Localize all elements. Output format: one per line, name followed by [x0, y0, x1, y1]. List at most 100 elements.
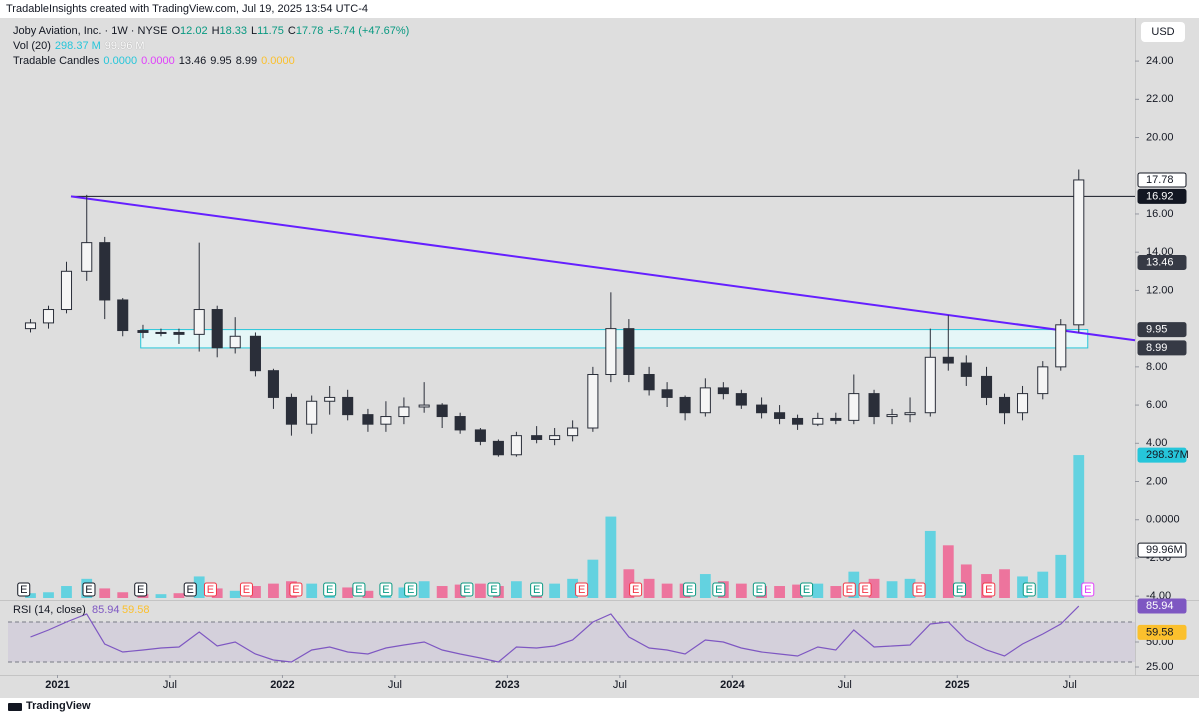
earnings-label: E	[846, 584, 853, 596]
candle-body	[42, 309, 55, 324]
x-tick-label: Jul	[838, 679, 852, 691]
earnings-marker: E	[530, 582, 544, 597]
earnings-label: E	[715, 584, 722, 596]
earnings-label: E	[490, 584, 497, 596]
earnings-box	[352, 582, 366, 597]
candle-body	[848, 393, 860, 421]
x-tick-label: Jul	[1063, 679, 1077, 691]
earnings-box	[379, 582, 393, 597]
volume-bar	[155, 594, 167, 598]
candle-body	[1037, 366, 1049, 395]
volume-bar	[605, 516, 617, 598]
legend-indicator: Tradable Candles 0.0000 0.0000 13.46 9.95 8.9…	[13, 54, 413, 69]
candle-body	[774, 412, 786, 419]
x-tick-label: 2025	[945, 679, 969, 691]
earnings-label: E	[1084, 584, 1091, 596]
candle-body	[510, 435, 522, 456]
y-tick-label: 12.00	[1146, 284, 1174, 296]
volume-bar	[792, 584, 803, 598]
earnings-box	[800, 582, 814, 597]
rsi-band	[8, 622, 1135, 662]
earnings-label: E	[382, 584, 389, 596]
rsi-label-text: 85.94	[1146, 600, 1174, 612]
legend: Joby Aviation, Inc. · 1W · NYSE O12.02 H18…	[13, 24, 413, 69]
rsi-label-bg	[1137, 624, 1187, 640]
earnings-label: E	[915, 584, 922, 596]
earnings-marker: E	[982, 582, 996, 597]
volume-label-bg	[1137, 447, 1187, 463]
rsi-label: 85.94	[1137, 598, 1187, 614]
ohlc-key: C	[287, 25, 296, 37]
volume-bar	[999, 569, 1010, 598]
volume-bar	[306, 583, 318, 598]
earnings-label: E	[632, 584, 639, 596]
earnings-box	[683, 582, 697, 597]
y-tick-label: 22.00	[1146, 93, 1174, 105]
earnings-box	[17, 582, 31, 597]
candle-body	[531, 435, 543, 440]
earnings-marker: E	[953, 582, 967, 597]
volume-bar	[454, 584, 466, 598]
indicator-value: 9.95	[210, 55, 232, 67]
y-tick-label: 16.00	[1146, 208, 1174, 220]
x-tick-label: Jul	[613, 679, 627, 691]
candle-body	[99, 242, 111, 301]
candle-body	[679, 396, 691, 414]
volume-bar	[362, 590, 374, 598]
earnings-label: E	[137, 584, 144, 596]
candle-body	[81, 242, 93, 272]
currency-button[interactable]: USD	[1141, 22, 1185, 42]
earnings-box	[752, 582, 766, 597]
volume-bar	[774, 586, 785, 598]
candle-body	[24, 322, 37, 330]
price-label-bg	[1137, 322, 1187, 338]
volume-bar	[661, 583, 673, 598]
volume-bar	[211, 588, 223, 598]
earnings-marker: E	[289, 582, 303, 597]
price-label: 17.78	[1137, 172, 1187, 188]
volume-bar	[623, 569, 635, 598]
earnings-label: E	[533, 584, 540, 596]
earnings-label: E	[20, 584, 27, 596]
candle-body	[998, 396, 1011, 414]
candle-body	[1073, 179, 1085, 326]
volume-bar	[1055, 554, 1067, 598]
candle-body	[699, 387, 711, 414]
attribution: TradableInsights created with TradingVie…	[6, 3, 368, 15]
earnings-label: E	[407, 584, 414, 596]
earnings-marker: E	[239, 582, 253, 597]
volume-bar	[99, 588, 111, 598]
trendline	[70, 195, 1136, 342]
candle-body	[249, 335, 261, 372]
candle-body	[285, 396, 297, 425]
earnings-marker: E	[1022, 582, 1036, 597]
candle-body	[1055, 324, 1067, 368]
candle-body	[137, 330, 149, 333]
legend-main: Joby Aviation, Inc. · 1W · NYSE O12.02 H18…	[13, 24, 413, 39]
volume-bar	[812, 583, 824, 598]
earnings-label: E	[956, 584, 963, 596]
price-label-bg	[1137, 255, 1187, 271]
earnings-label: E	[803, 584, 810, 596]
indicator-name: Tradable Candles	[13, 55, 100, 67]
x-tick-label: Jul	[163, 679, 177, 691]
earnings-box	[1022, 582, 1036, 597]
rsi-legend-value: 85.94	[92, 604, 120, 616]
price-label: 9.95	[1137, 322, 1187, 338]
x-tick-label: 2024	[720, 679, 745, 691]
ohlc-key: L	[251, 25, 258, 37]
volume-bar	[830, 586, 842, 598]
candle-body	[886, 414, 898, 418]
earnings-marker: E	[629, 582, 643, 597]
earnings-marker: E	[404, 582, 418, 597]
earnings-box	[82, 582, 96, 597]
earnings-label: E	[207, 584, 214, 596]
volume-bar	[1017, 576, 1028, 598]
volume-bar	[250, 586, 261, 598]
candle-body	[418, 404, 430, 408]
earnings-marker: E	[460, 582, 474, 597]
earnings-marker: E	[17, 582, 31, 597]
indicator-value: 13.46	[178, 55, 207, 67]
volume-value: 298.37 M	[54, 40, 101, 52]
